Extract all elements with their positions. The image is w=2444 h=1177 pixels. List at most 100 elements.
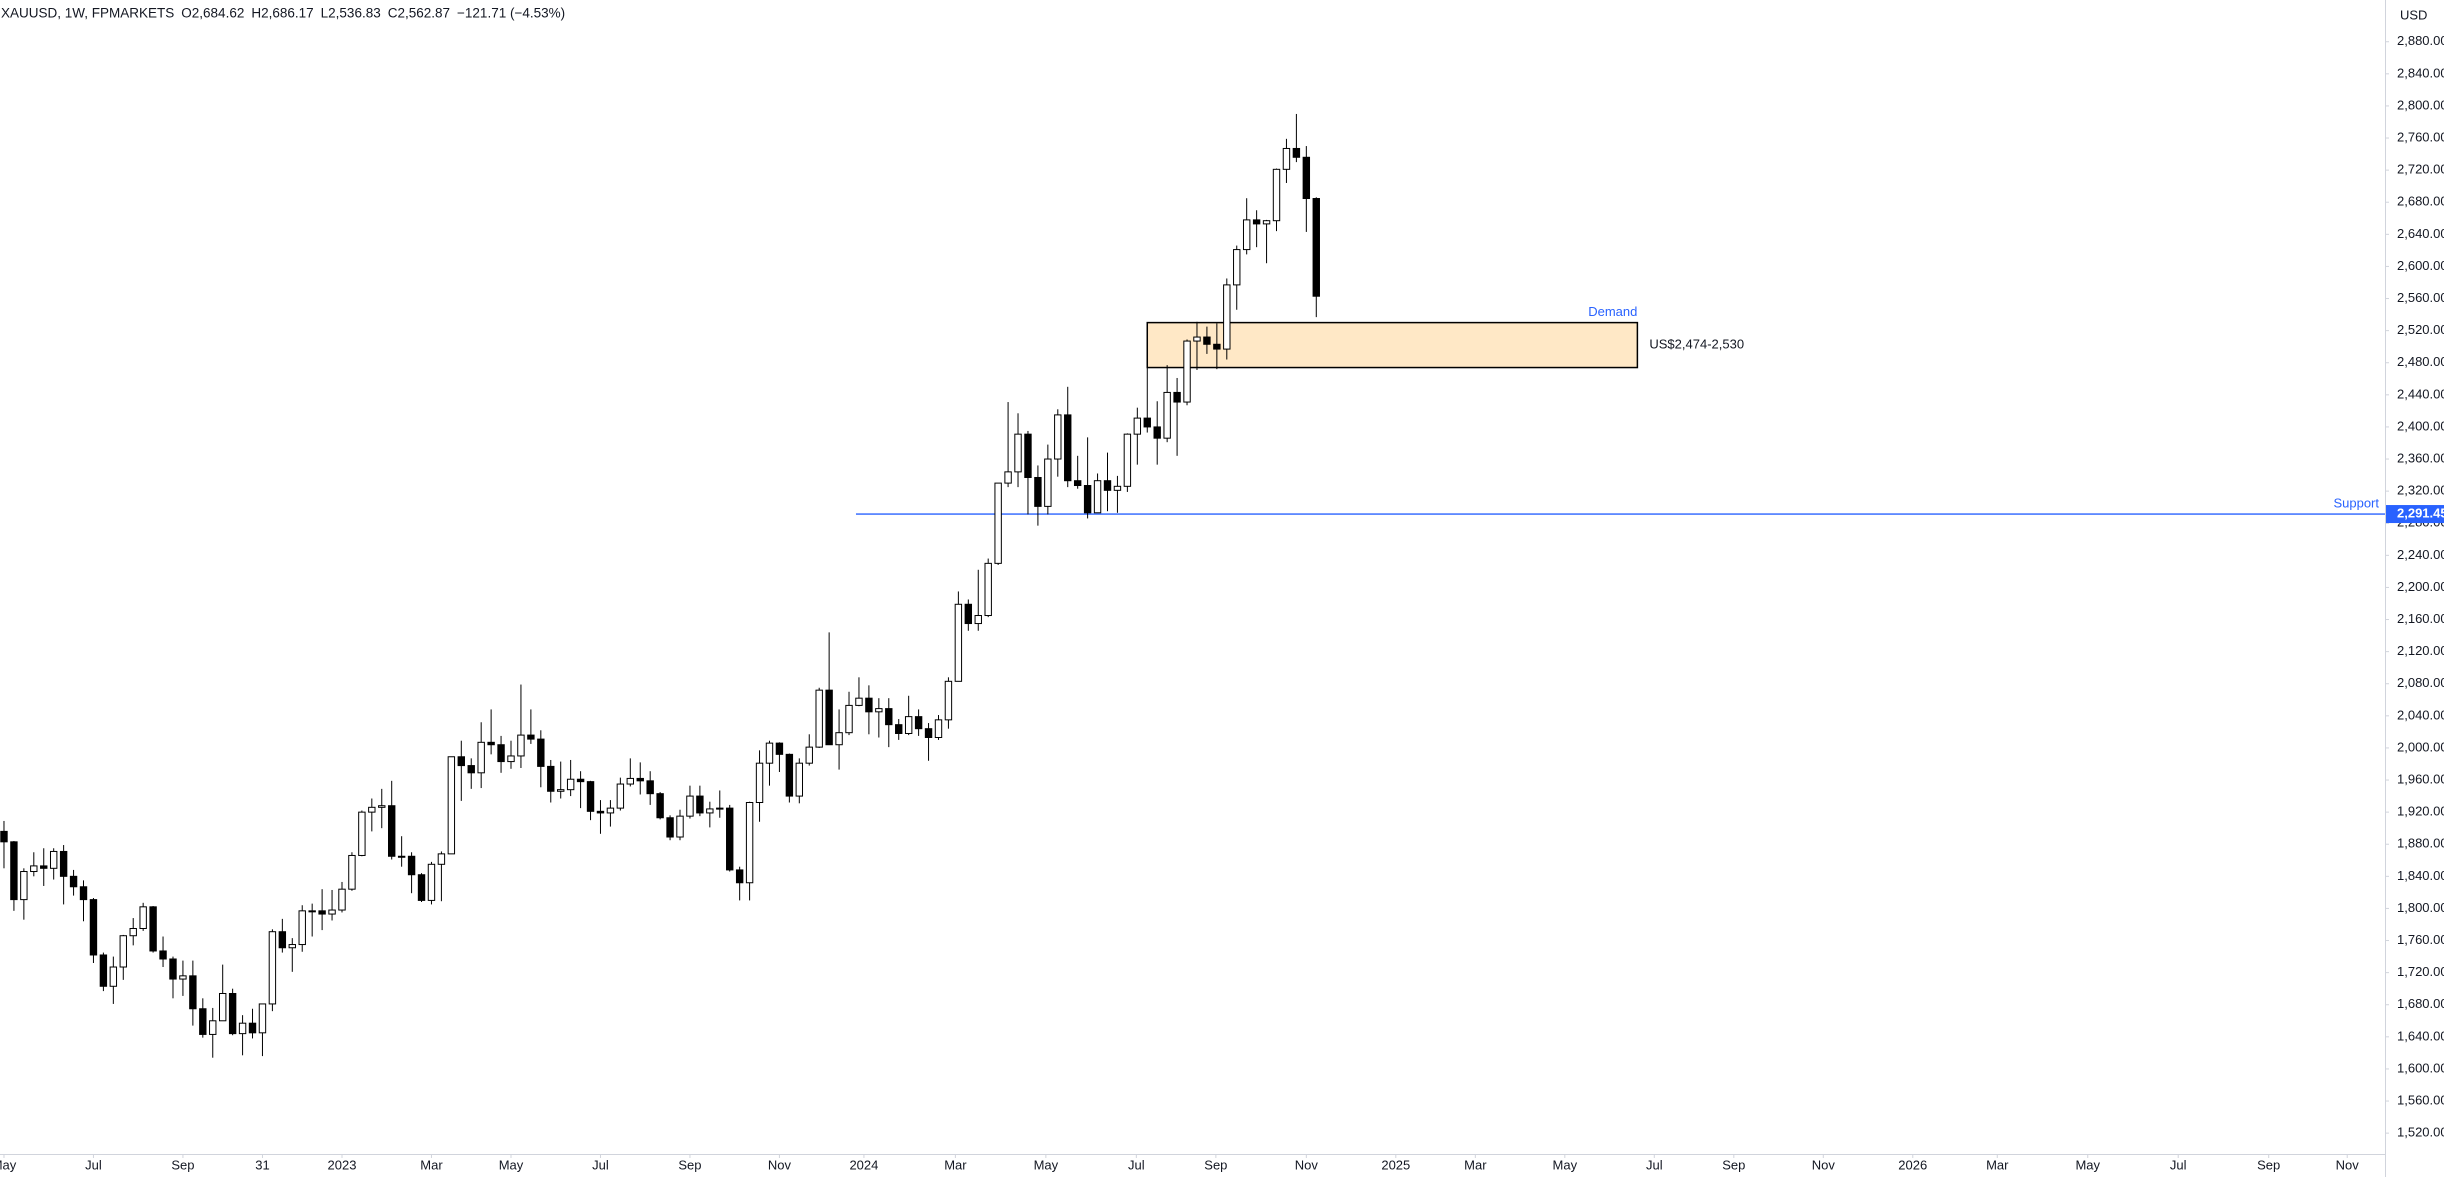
candle-body <box>1173 391 1181 403</box>
support-label: Support <box>2333 495 2379 510</box>
candle-body <box>1103 480 1112 491</box>
candle-body <box>368 806 376 813</box>
candle-body <box>1044 458 1052 507</box>
candle-body <box>447 756 456 855</box>
candle-body <box>706 808 714 814</box>
candle-body <box>795 762 804 797</box>
x-tick-label: Sep <box>171 1157 194 1172</box>
candle-body <box>944 680 953 721</box>
candle-body <box>487 741 495 746</box>
candle-body <box>1282 147 1291 170</box>
candle-body <box>835 732 843 746</box>
x-tick-label: Nov <box>1812 1157 1836 1172</box>
candle-body <box>557 789 565 792</box>
candle-body <box>855 697 863 706</box>
candle-body <box>129 927 137 937</box>
y-tick-label: 1,880.00 <box>2397 836 2444 851</box>
candle-body <box>1143 417 1151 428</box>
candle-body <box>686 795 694 817</box>
candle-body <box>388 805 396 857</box>
candle-body <box>437 853 446 865</box>
x-tick-label: 2026 <box>1898 1157 1927 1172</box>
candle-body <box>716 807 724 810</box>
x-tick-label: 2023 <box>328 1157 357 1172</box>
y-tick-label: 2,040.00 <box>2397 707 2444 722</box>
candle-body <box>169 958 177 980</box>
x-tick-label: Mar <box>1986 1157 2009 1172</box>
x-tick-label: Nov <box>2336 1157 2360 1172</box>
y-tick-label: 2,640.00 <box>2397 226 2444 241</box>
candle-body <box>149 906 157 952</box>
candle-body <box>378 805 386 808</box>
candle-body <box>228 992 237 1035</box>
candle-body <box>1133 417 1142 435</box>
y-tick-label: 1,640.00 <box>2397 1028 2444 1043</box>
y-tick-label: 2,880.00 <box>2397 33 2444 48</box>
y-tick-label: 1,720.00 <box>2397 964 2444 979</box>
support-price-tag <box>2386 505 2444 524</box>
y-tick-label: 2,560.00 <box>2397 290 2444 305</box>
candle-body <box>159 950 167 960</box>
y-tick-label: 2,160.00 <box>2397 611 2444 626</box>
x-tick-label: Sep <box>2257 1157 2280 1172</box>
y-tick-label: 2,400.00 <box>2397 418 2444 433</box>
candle-body <box>1292 147 1301 158</box>
x-tick-label: Jul <box>592 1157 609 1172</box>
x-tick-label: Nov <box>768 1157 792 1172</box>
x-tick-label: 2025 <box>1381 1157 1410 1172</box>
x-tick-label: May <box>2075 1157 2100 1172</box>
candle-body <box>1223 284 1231 350</box>
legend-value: L2,536.83 <box>321 6 381 21</box>
x-tick-label: Jul <box>1128 1157 1145 1172</box>
candle-body <box>735 869 744 884</box>
y-tick-label: 2,080.00 <box>2397 675 2444 690</box>
candle-body <box>268 931 277 1005</box>
candle-body <box>586 781 595 812</box>
x-tick-label: May <box>499 1157 524 1172</box>
candle-body <box>427 863 436 901</box>
candle-body <box>358 811 366 856</box>
candle-body <box>119 935 127 968</box>
candle-body <box>1034 476 1042 507</box>
candle-body <box>676 815 684 838</box>
candle-body <box>139 906 147 929</box>
x-tick-label: May <box>1553 1157 1578 1172</box>
candle-body <box>755 762 764 804</box>
candle-body <box>79 886 88 901</box>
candle-body <box>1203 336 1211 345</box>
y-tick-label: 1,560.00 <box>2397 1092 2444 1107</box>
legend-value: C2,562.87 <box>388 6 450 21</box>
candle-body <box>885 708 893 726</box>
candle-body <box>1093 480 1102 514</box>
x-tick-label: May <box>1034 1157 1059 1172</box>
candle-body <box>547 765 555 792</box>
candle-body <box>407 855 416 876</box>
candle-body <box>1014 433 1022 473</box>
x-tick-label: Mar <box>420 1157 443 1172</box>
demand-zone <box>1146 321 1639 369</box>
y-tick-label: 1,680.00 <box>2397 996 2444 1011</box>
x-tick-label: May <box>0 1157 17 1172</box>
x-tick-label: Jul <box>1646 1157 1663 1172</box>
candle-body <box>1004 471 1012 484</box>
candle-body <box>507 755 515 763</box>
candle-body <box>666 817 674 838</box>
x-tick-label: Jul <box>85 1157 102 1172</box>
candle-body <box>497 744 505 763</box>
y-tick-label: 1,920.00 <box>2397 804 2444 819</box>
candle-body <box>199 1008 207 1035</box>
candle-body <box>109 966 118 987</box>
y-tick-label: 2,520.00 <box>2397 322 2444 337</box>
candle-body <box>616 783 625 809</box>
x-tick-label: Mar <box>1464 1157 1487 1172</box>
candle-body <box>914 716 923 730</box>
candle-body <box>238 1022 247 1035</box>
y-tick-label: 2,720.00 <box>2397 162 2444 177</box>
y-tick-label: 2,000.00 <box>2397 739 2444 754</box>
candle-body <box>1252 219 1261 225</box>
candle-body <box>924 728 933 739</box>
y-tick-label: 2,320.00 <box>2397 483 2444 498</box>
y-tick-label: 2,480.00 <box>2397 354 2444 369</box>
